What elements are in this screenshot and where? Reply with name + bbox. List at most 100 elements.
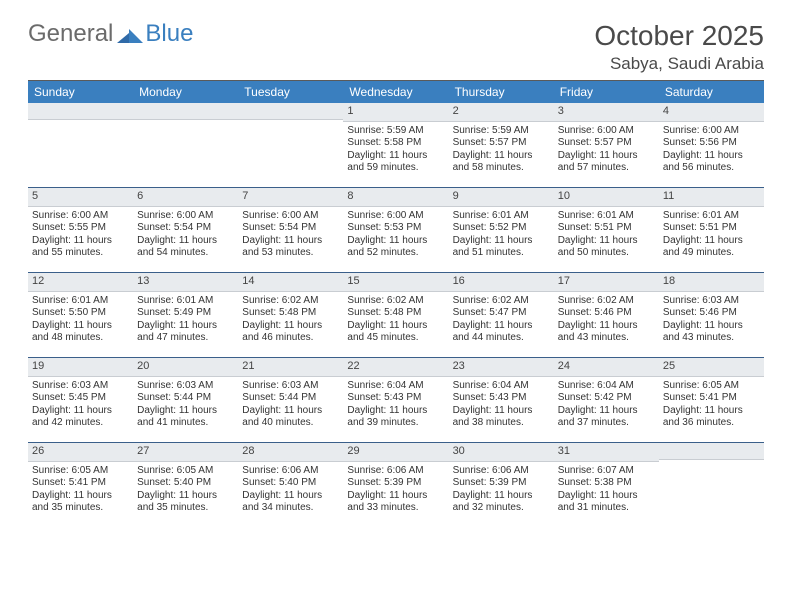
daylight-text: Daylight: 11 hours and 44 minutes. — [453, 320, 550, 345]
dow-sunday: Sunday — [28, 81, 133, 103]
day-cell: 14Sunrise: 6:02 AMSunset: 5:48 PMDayligh… — [238, 273, 343, 357]
dow-tuesday: Tuesday — [238, 81, 343, 103]
daylight-text: Daylight: 11 hours and 59 minutes. — [347, 150, 444, 175]
brand-mark-icon — [117, 24, 145, 44]
calendar-grid: Sunday Monday Tuesday Wednesday Thursday… — [28, 81, 764, 527]
sunset-text: Sunset: 5:50 PM — [32, 307, 129, 320]
day-cell: 2Sunrise: 5:59 AMSunset: 5:57 PMDaylight… — [449, 103, 554, 187]
month-title: October 2025 — [594, 20, 764, 52]
sunset-text: Sunset: 5:54 PM — [242, 222, 339, 235]
day-cell: 13Sunrise: 6:01 AMSunset: 5:49 PMDayligh… — [133, 273, 238, 357]
daylight-text: Daylight: 11 hours and 43 minutes. — [663, 320, 760, 345]
daylight-text: Daylight: 11 hours and 34 minutes. — [242, 490, 339, 515]
sunset-text: Sunset: 5:44 PM — [242, 392, 339, 405]
sunrise-text: Sunrise: 6:02 AM — [558, 295, 655, 308]
day-details: Sunrise: 5:59 AMSunset: 5:58 PMDaylight:… — [343, 122, 448, 179]
day-details: Sunrise: 6:03 AMSunset: 5:45 PMDaylight:… — [28, 377, 133, 434]
day-cell: 27Sunrise: 6:05 AMSunset: 5:40 PMDayligh… — [133, 443, 238, 527]
day-details: Sunrise: 6:04 AMSunset: 5:43 PMDaylight:… — [343, 377, 448, 434]
day-number: 26 — [28, 443, 133, 462]
day-number: 13 — [133, 273, 238, 292]
day-details: Sunrise: 6:00 AMSunset: 5:57 PMDaylight:… — [554, 122, 659, 179]
sunrise-text: Sunrise: 6:06 AM — [453, 465, 550, 478]
day-details: Sunrise: 6:01 AMSunset: 5:50 PMDaylight:… — [28, 292, 133, 349]
day-number: 10 — [554, 188, 659, 207]
day-number: 17 — [554, 273, 659, 292]
daylight-text: Daylight: 11 hours and 38 minutes. — [453, 405, 550, 430]
day-details: Sunrise: 6:00 AMSunset: 5:53 PMDaylight:… — [343, 207, 448, 264]
dow-monday: Monday — [133, 81, 238, 103]
day-number: 21 — [238, 358, 343, 377]
sunrise-text: Sunrise: 6:00 AM — [137, 210, 234, 223]
sunrise-text: Sunrise: 6:01 AM — [453, 210, 550, 223]
brand-part1: General — [28, 20, 113, 48]
day-number: 30 — [449, 443, 554, 462]
dow-thursday: Thursday — [449, 81, 554, 103]
daylight-text: Daylight: 11 hours and 42 minutes. — [32, 405, 129, 430]
sunrise-text: Sunrise: 6:02 AM — [453, 295, 550, 308]
daylight-text: Daylight: 11 hours and 56 minutes. — [663, 150, 760, 175]
day-number: 1 — [343, 103, 448, 122]
title-block: October 2025 Sabya, Saudi Arabia — [594, 20, 764, 74]
day-details: Sunrise: 6:06 AMSunset: 5:40 PMDaylight:… — [238, 462, 343, 519]
daylight-text: Daylight: 11 hours and 51 minutes. — [453, 235, 550, 260]
sunrise-text: Sunrise: 6:07 AM — [558, 465, 655, 478]
daylight-text: Daylight: 11 hours and 52 minutes. — [347, 235, 444, 260]
brand-part2: Blue — [145, 20, 193, 48]
daylight-text: Daylight: 11 hours and 45 minutes. — [347, 320, 444, 345]
day-cell: 23Sunrise: 6:04 AMSunset: 5:43 PMDayligh… — [449, 358, 554, 442]
day-number: 6 — [133, 188, 238, 207]
sunset-text: Sunset: 5:49 PM — [137, 307, 234, 320]
day-cell: 31Sunrise: 6:07 AMSunset: 5:38 PMDayligh… — [554, 443, 659, 527]
day-cell: 18Sunrise: 6:03 AMSunset: 5:46 PMDayligh… — [659, 273, 764, 357]
day-details: Sunrise: 6:00 AMSunset: 5:54 PMDaylight:… — [238, 207, 343, 264]
daylight-text: Daylight: 11 hours and 48 minutes. — [32, 320, 129, 345]
day-details: Sunrise: 6:06 AMSunset: 5:39 PMDaylight:… — [343, 462, 448, 519]
day-number — [133, 103, 238, 120]
sunrise-text: Sunrise: 6:01 AM — [137, 295, 234, 308]
day-details: Sunrise: 6:04 AMSunset: 5:42 PMDaylight:… — [554, 377, 659, 434]
day-details: Sunrise: 6:02 AMSunset: 5:47 PMDaylight:… — [449, 292, 554, 349]
day-details: Sunrise: 6:02 AMSunset: 5:48 PMDaylight:… — [238, 292, 343, 349]
sunrise-text: Sunrise: 6:00 AM — [347, 210, 444, 223]
sunset-text: Sunset: 5:41 PM — [32, 477, 129, 490]
day-details: Sunrise: 6:00 AMSunset: 5:54 PMDaylight:… — [133, 207, 238, 264]
daylight-text: Daylight: 11 hours and 49 minutes. — [663, 235, 760, 260]
day-cell: 24Sunrise: 6:04 AMSunset: 5:42 PMDayligh… — [554, 358, 659, 442]
brand-logo: General Blue — [28, 20, 193, 48]
day-cell: 26Sunrise: 6:05 AMSunset: 5:41 PMDayligh… — [28, 443, 133, 527]
sunset-text: Sunset: 5:45 PM — [32, 392, 129, 405]
day-number: 9 — [449, 188, 554, 207]
day-number: 29 — [343, 443, 448, 462]
day-number: 12 — [28, 273, 133, 292]
day-number: 25 — [659, 358, 764, 377]
daylight-text: Daylight: 11 hours and 43 minutes. — [558, 320, 655, 345]
daylight-text: Daylight: 11 hours and 55 minutes. — [32, 235, 129, 260]
week-row: 1Sunrise: 5:59 AMSunset: 5:58 PMDaylight… — [28, 103, 764, 187]
sunset-text: Sunset: 5:48 PM — [347, 307, 444, 320]
day-number: 3 — [554, 103, 659, 122]
day-number: 27 — [133, 443, 238, 462]
day-cell: 30Sunrise: 6:06 AMSunset: 5:39 PMDayligh… — [449, 443, 554, 527]
daylight-text: Daylight: 11 hours and 31 minutes. — [558, 490, 655, 515]
day-number: 7 — [238, 188, 343, 207]
sunrise-text: Sunrise: 6:05 AM — [663, 380, 760, 393]
day-number: 16 — [449, 273, 554, 292]
sunrise-text: Sunrise: 6:06 AM — [347, 465, 444, 478]
day-cell: 22Sunrise: 6:04 AMSunset: 5:43 PMDayligh… — [343, 358, 448, 442]
sunset-text: Sunset: 5:46 PM — [558, 307, 655, 320]
day-number: 22 — [343, 358, 448, 377]
day-details: Sunrise: 6:05 AMSunset: 5:41 PMDaylight:… — [28, 462, 133, 519]
day-details: Sunrise: 6:04 AMSunset: 5:43 PMDaylight:… — [449, 377, 554, 434]
day-details: Sunrise: 6:00 AMSunset: 5:56 PMDaylight:… — [659, 122, 764, 179]
sunset-text: Sunset: 5:57 PM — [453, 137, 550, 150]
sunset-text: Sunset: 5:52 PM — [453, 222, 550, 235]
sunset-text: Sunset: 5:46 PM — [663, 307, 760, 320]
day-number: 2 — [449, 103, 554, 122]
day-cell: 12Sunrise: 6:01 AMSunset: 5:50 PMDayligh… — [28, 273, 133, 357]
daylight-text: Daylight: 11 hours and 57 minutes. — [558, 150, 655, 175]
sunset-text: Sunset: 5:39 PM — [347, 477, 444, 490]
empty-cell — [238, 103, 343, 187]
day-number: 4 — [659, 103, 764, 122]
day-cell: 28Sunrise: 6:06 AMSunset: 5:40 PMDayligh… — [238, 443, 343, 527]
